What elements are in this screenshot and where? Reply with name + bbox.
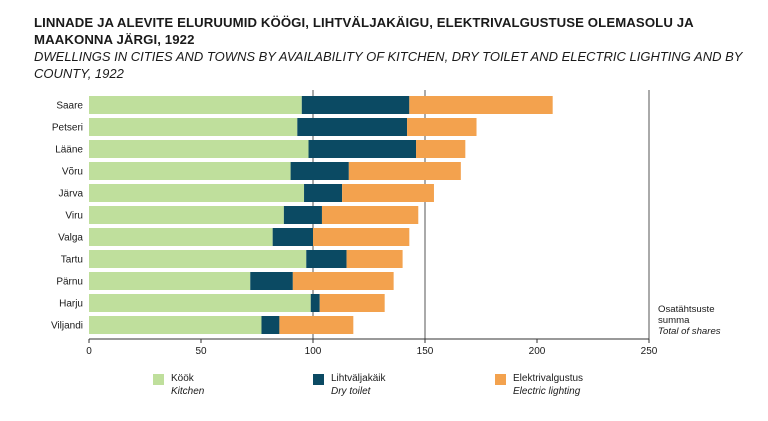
bar-pärnu-series-2 bbox=[292, 272, 394, 290]
axis-note-line1: Osatähtsuste bbox=[658, 304, 715, 315]
legend-sublabel-kitchen: Kitchen bbox=[171, 386, 205, 397]
bar-pärnu-series-1 bbox=[250, 272, 293, 290]
bar-viru-series-1 bbox=[283, 206, 322, 224]
legend-label-dry-toilet: Lihtväljakäik bbox=[331, 373, 386, 384]
bar-viru-series-0 bbox=[89, 206, 284, 224]
legend-swatch-electric bbox=[495, 374, 506, 385]
bar-tartu-series-1 bbox=[306, 250, 347, 268]
bar-viljandi-series-2 bbox=[279, 316, 354, 334]
bar-petseri-series-1 bbox=[297, 118, 408, 136]
x-tick-label: 50 bbox=[195, 346, 207, 357]
bar-võru-series-0 bbox=[89, 162, 291, 180]
legend-sublabel-dry-toilet: Dry toilet bbox=[331, 386, 371, 397]
legend-sublabel-electric: Electric lighting bbox=[513, 386, 581, 397]
legend-label-kitchen: Köök bbox=[171, 373, 194, 384]
bar-saare-series-0 bbox=[89, 96, 302, 114]
category-label: Viljandi bbox=[51, 321, 83, 332]
bar-järva-series-2 bbox=[342, 184, 434, 202]
bar-tartu-series-2 bbox=[346, 250, 403, 268]
category-label: Saare bbox=[56, 101, 83, 112]
x-tick-label: 150 bbox=[417, 346, 434, 357]
category-label: Tartu bbox=[61, 255, 83, 266]
bar-valga-series-1 bbox=[272, 228, 313, 246]
bar-harju-series-1 bbox=[310, 294, 320, 312]
bar-võru-series-2 bbox=[348, 162, 461, 180]
category-label: Järva bbox=[59, 189, 84, 200]
bar-lääne-series-2 bbox=[416, 140, 466, 158]
axis-note-line2: summa bbox=[658, 315, 690, 326]
bar-valga-series-2 bbox=[313, 228, 410, 246]
bar-võru-series-1 bbox=[290, 162, 349, 180]
bar-valga-series-0 bbox=[89, 228, 273, 246]
bar-viljandi-series-0 bbox=[89, 316, 262, 334]
bar-järva-series-0 bbox=[89, 184, 305, 202]
bar-saare-series-2 bbox=[409, 96, 553, 114]
category-label: Pärnu bbox=[56, 277, 83, 288]
bar-harju-series-0 bbox=[89, 294, 311, 312]
bar-lääne-series-1 bbox=[308, 140, 417, 158]
legend-swatch-kitchen bbox=[153, 374, 164, 385]
category-label: Petseri bbox=[52, 123, 83, 134]
bar-tartu-series-0 bbox=[89, 250, 307, 268]
bar-saare-series-1 bbox=[301, 96, 410, 114]
axis-note-line3: Total of shares bbox=[658, 326, 721, 337]
x-tick-label: 100 bbox=[305, 346, 322, 357]
category-label: Viru bbox=[65, 211, 83, 222]
bar-pärnu-series-0 bbox=[89, 272, 251, 290]
category-label: Võru bbox=[62, 167, 83, 178]
bar-petseri-series-0 bbox=[89, 118, 298, 136]
x-tick-label: 200 bbox=[529, 346, 546, 357]
chart-title: LINNADE JA ALEVITE ELURUUMID KÖÖGI, LIHT… bbox=[34, 15, 694, 47]
bar-järva-series-1 bbox=[304, 184, 343, 202]
bar-viru-series-2 bbox=[321, 206, 419, 224]
category-label: Lääne bbox=[55, 145, 83, 156]
category-label: Harju bbox=[59, 299, 83, 310]
bar-harju-series-2 bbox=[319, 294, 385, 312]
legend-label-electric: Elektrivalgustus bbox=[513, 373, 584, 384]
bar-viljandi-series-1 bbox=[261, 316, 280, 334]
category-label: Valga bbox=[58, 233, 83, 244]
legend-swatch-dry-toilet bbox=[313, 374, 324, 385]
chart-subtitle: DWELLINGS IN CITIES AND TOWNS BY AVAILAB… bbox=[34, 49, 743, 81]
x-tick-label: 0 bbox=[86, 346, 92, 357]
bar-lääne-series-0 bbox=[89, 140, 309, 158]
x-tick-label: 250 bbox=[641, 346, 658, 357]
bar-petseri-series-2 bbox=[407, 118, 477, 136]
